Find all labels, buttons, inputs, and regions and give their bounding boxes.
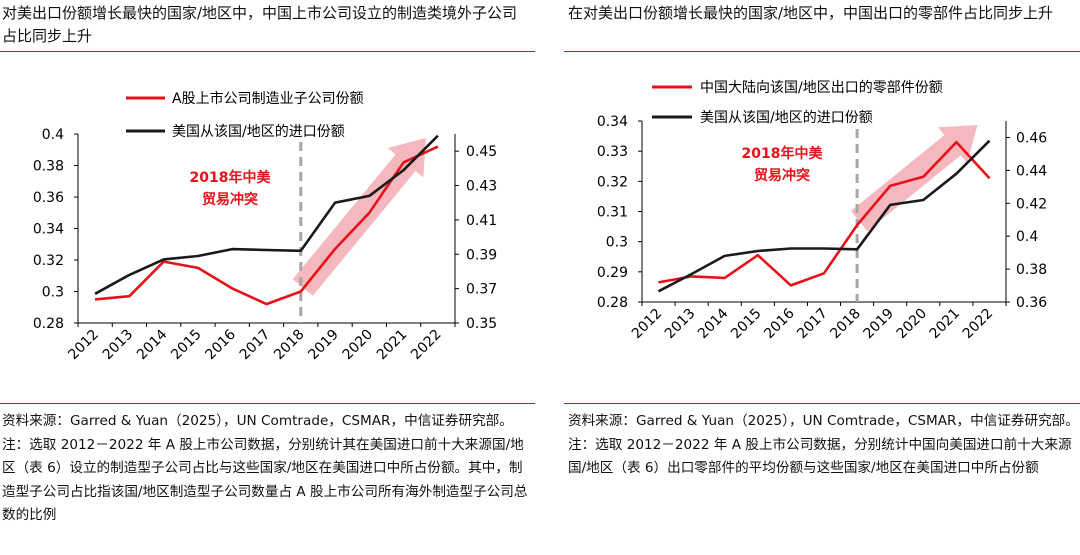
x-tick-label: 2022	[960, 306, 997, 343]
y-tick-label-left: 0.36	[33, 190, 64, 206]
event-annotation: 贸易冲突	[202, 191, 258, 208]
y-tick-label-left: 0.32	[597, 174, 628, 190]
x-tick-label: 2018	[271, 327, 308, 364]
x-tick-label: 2021	[927, 306, 964, 343]
right-panel: 在对美出口份额增长最快的国家/地区中，中国出口的零部件占比同步上升 0.28 0.…	[560, 0, 1080, 555]
y-tick-label-left: 0.31	[597, 205, 628, 221]
x-tick-label: 2022	[408, 327, 445, 364]
bottom-divider	[564, 403, 1080, 404]
y-tick-label-left: 0.4	[42, 127, 64, 143]
y-tick-label-left: 0.3	[606, 235, 628, 251]
bottom-divider	[0, 403, 535, 404]
series-line-red	[94, 145, 439, 306]
y-tick-label-left: 0.29	[597, 265, 628, 281]
source-note: 资料来源：Garred & Yuan（2025），UN Comtrade，CSM…	[568, 413, 1079, 476]
x-tick-label: 2020	[340, 327, 377, 364]
chart-title: 对美出口份额增长最快的国家/地区中，中国上市公司设立的制造类境外子公司占比同步上…	[2, 4, 518, 45]
y-tick-label-left: 0.38	[33, 159, 64, 175]
chart-right: 0.28 0.29 0.3 0.31 0.32 0.33 0.34 0.36 0.38 0.4 0.…	[597, 80, 1047, 343]
x-tick-label: 2015	[728, 306, 765, 343]
series-line-black	[657, 139, 991, 293]
x-tick-label: 2018	[827, 306, 864, 343]
y-tick-label-left: 0.34	[597, 114, 628, 130]
x-tick-label: 2019	[860, 306, 897, 343]
chart-title: 在对美出口份额增长最快的国家/地区中，中国出口的零部件占比同步上升	[568, 4, 1054, 22]
legend-label: 美国从该国/地区的进口份额	[700, 110, 873, 126]
y-tick-label-left: 0.34	[33, 222, 64, 238]
x-tick-label: 2020	[894, 306, 931, 343]
y-tick-label-right: 0.39	[466, 247, 497, 263]
y-tick-label-right: 0.38	[1016, 262, 1047, 278]
x-tick-label: 2021	[374, 327, 411, 364]
legend-label: A股上市公司制造业子公司份额	[172, 90, 364, 107]
event-annotation: 贸易冲突	[754, 167, 810, 184]
x-tick-label: 2016	[203, 326, 240, 363]
x-tick-label: 2017	[237, 327, 274, 364]
y-tick-label-left: 0.3	[42, 285, 64, 301]
x-tick-label: 2016	[761, 305, 798, 342]
x-tick-label: 2014	[695, 305, 732, 342]
x-tick-label: 2013	[100, 327, 137, 364]
series-line-black	[94, 134, 439, 295]
y-tick-label-right: 0.45	[466, 144, 497, 160]
chart-left: 0.28 0.3 0.32 0.34 0.36 0.38 0.4 0.35 0.37 0.39 0.…	[33, 90, 497, 364]
y-tick-label-left: 0.28	[33, 316, 64, 332]
y-tick-label-left: 0.32	[33, 253, 64, 269]
x-tick-label: 2017	[794, 306, 831, 343]
y-tick-label-right: 0.35	[466, 316, 497, 332]
event-annotation: 2018年中美	[190, 169, 272, 186]
y-tick-label-right: 0.36	[1016, 295, 1047, 311]
x-tick-label: 2013	[662, 306, 699, 343]
top-divider	[0, 51, 535, 52]
legend-label: 美国从该国/地区的进口份额	[172, 124, 345, 140]
y-tick-label-right: 0.46	[1016, 130, 1047, 146]
y-tick-label-right: 0.4	[1016, 229, 1038, 245]
x-tick-label: 2019	[305, 327, 342, 364]
x-tick-label: 2014	[134, 326, 171, 363]
legend-label: 中国大陆向该国/地区出口的零部件份额	[700, 80, 943, 96]
x-tick-label: 2012	[65, 327, 102, 364]
series-line-red	[658, 140, 991, 287]
top-divider	[564, 51, 1080, 52]
y-tick-label-right: 0.43	[466, 179, 497, 195]
y-tick-label-right: 0.44	[1016, 163, 1047, 179]
y-tick-label-left: 0.28	[597, 295, 628, 311]
y-tick-label-right: 0.41	[466, 213, 497, 229]
y-tick-label-right: 0.42	[1016, 196, 1047, 212]
y-tick-label-left: 0.33	[597, 144, 628, 160]
left-panel: 对美出口份额增长最快的国家/地区中，中国上市公司设立的制造类境外子公司占比同步上…	[0, 0, 535, 555]
source-note: 资料来源：Garred & Yuan（2025），UN Comtrade，CSM…	[2, 413, 528, 523]
x-tick-label: 2012	[629, 306, 666, 343]
x-tick-label: 2015	[168, 327, 205, 364]
y-tick-label-right: 0.37	[466, 282, 497, 298]
event-annotation: 2018年中美	[742, 145, 824, 162]
